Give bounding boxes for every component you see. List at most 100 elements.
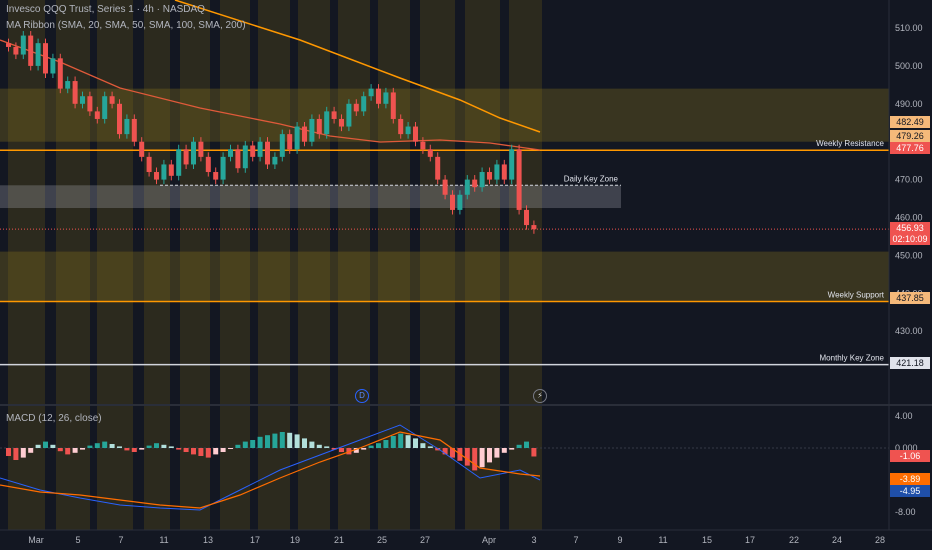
macd-histogram-bar bbox=[65, 448, 71, 455]
macd-histogram-bar bbox=[205, 448, 211, 458]
macd-histogram-bar bbox=[494, 448, 500, 458]
macd-histogram-bar bbox=[383, 440, 389, 448]
macd-histogram-bar bbox=[435, 448, 441, 451]
time-tick: 19 bbox=[290, 535, 300, 545]
macd-histogram-bar bbox=[450, 448, 455, 458]
price-tick: 510.00 bbox=[895, 23, 923, 33]
candle bbox=[65, 81, 71, 89]
macd-histogram-bar bbox=[50, 444, 56, 448]
macd-histogram-bar bbox=[57, 448, 63, 452]
macd-histogram-bar bbox=[464, 448, 470, 466]
macd-histogram-bar bbox=[368, 445, 374, 448]
macd-histogram-bar bbox=[339, 448, 344, 452]
macd-label-text: -3.89 bbox=[900, 474, 921, 484]
candle bbox=[265, 141, 270, 165]
macd-histogram-bar bbox=[361, 448, 367, 450]
macd-histogram-bar bbox=[191, 448, 196, 455]
time-tick: 22 bbox=[789, 535, 799, 545]
candle bbox=[413, 126, 418, 142]
candle bbox=[161, 164, 167, 180]
time-tick: 25 bbox=[377, 535, 387, 545]
macd-histogram-bar bbox=[131, 448, 137, 452]
symbol-title[interactable]: Invesco QQQ Trust, Series 1 · 4h · NASDA… bbox=[6, 4, 205, 15]
macd-histogram-bar bbox=[279, 432, 285, 448]
candle bbox=[191, 141, 196, 165]
macd-histogram-bar bbox=[161, 444, 167, 448]
candle bbox=[442, 179, 448, 195]
level-label: Weekly Resistance bbox=[816, 139, 884, 148]
session-band bbox=[465, 0, 500, 530]
price-label-text: 477.76 bbox=[896, 143, 924, 153]
level-label: Daily Key Zone bbox=[564, 174, 619, 183]
weekly-resistance-zone bbox=[0, 88, 889, 142]
candle bbox=[516, 149, 522, 210]
macd-histogram-bar bbox=[309, 441, 315, 448]
macd-label-text: -1.06 bbox=[900, 451, 921, 461]
macd-histogram-bar bbox=[265, 435, 270, 448]
candle bbox=[316, 118, 322, 135]
candle bbox=[383, 92, 389, 104]
macd-histogram-bar bbox=[420, 443, 426, 448]
price-tick: 460.00 bbox=[895, 213, 923, 223]
candle bbox=[361, 96, 367, 112]
candle bbox=[339, 118, 344, 127]
time-tick: 7 bbox=[118, 535, 123, 545]
candle bbox=[420, 141, 426, 150]
time-tick: 9 bbox=[617, 535, 622, 545]
macd-histogram-bar bbox=[376, 443, 381, 448]
candle bbox=[213, 172, 219, 180]
macd-histogram-bar bbox=[43, 441, 48, 448]
candle bbox=[228, 149, 233, 157]
macd-histogram-bar bbox=[509, 448, 515, 450]
macd-histogram-bar bbox=[487, 448, 492, 463]
candle bbox=[331, 111, 337, 119]
macd-legend[interactable]: MACD (12, 26, close) bbox=[6, 413, 102, 424]
candle bbox=[87, 96, 93, 112]
candle bbox=[309, 118, 315, 142]
candle bbox=[250, 145, 256, 157]
dividend-icon[interactable]: D bbox=[355, 389, 369, 403]
price-label-text: 02:10:09 bbox=[892, 234, 927, 244]
daily-key-zone bbox=[0, 185, 621, 209]
candle bbox=[287, 134, 293, 150]
candle bbox=[235, 149, 241, 169]
session-band bbox=[144, 0, 170, 530]
time-tick: Apr bbox=[482, 535, 496, 545]
candle bbox=[176, 149, 182, 176]
candle bbox=[124, 118, 130, 135]
candle bbox=[405, 126, 411, 135]
macd-histogram-bar bbox=[13, 448, 19, 460]
candle bbox=[220, 156, 226, 180]
time-tick: 13 bbox=[203, 535, 213, 545]
candle bbox=[427, 149, 433, 157]
weekly-support-zone bbox=[0, 251, 889, 301]
macd-histogram-bar bbox=[287, 432, 293, 448]
macd-histogram-bar bbox=[346, 448, 352, 455]
macd-histogram-bar bbox=[479, 448, 485, 468]
macd-label-box bbox=[890, 450, 930, 462]
candle bbox=[450, 194, 455, 210]
candle bbox=[131, 118, 137, 142]
time-tick: 15 bbox=[702, 535, 712, 545]
macd-histogram-bar bbox=[102, 441, 108, 448]
macd-histogram-bar bbox=[405, 435, 411, 448]
candle bbox=[531, 225, 537, 230]
level-label: Monthly Key Zone bbox=[820, 354, 885, 363]
candle bbox=[457, 194, 463, 210]
price-label-text: 479.26 bbox=[896, 131, 924, 141]
ma-ribbon-legend[interactable]: MA Ribbon (SMA, 20, SMA, 50, SMA, 100, S… bbox=[6, 20, 246, 31]
level-label: Weekly Support bbox=[828, 290, 885, 299]
session-band bbox=[8, 0, 45, 530]
macd-histogram-bar bbox=[413, 438, 418, 448]
time-tick: Mar bbox=[28, 535, 44, 545]
price-label-box bbox=[890, 222, 930, 234]
earnings-icon[interactable]: ⚡ bbox=[533, 389, 547, 403]
candle bbox=[72, 81, 78, 104]
candle bbox=[376, 88, 381, 104]
candle bbox=[509, 149, 515, 180]
candle bbox=[479, 172, 485, 188]
price-label-box bbox=[890, 116, 930, 128]
price-tick: 470.00 bbox=[895, 175, 923, 185]
macd-histogram-bar bbox=[235, 444, 241, 448]
